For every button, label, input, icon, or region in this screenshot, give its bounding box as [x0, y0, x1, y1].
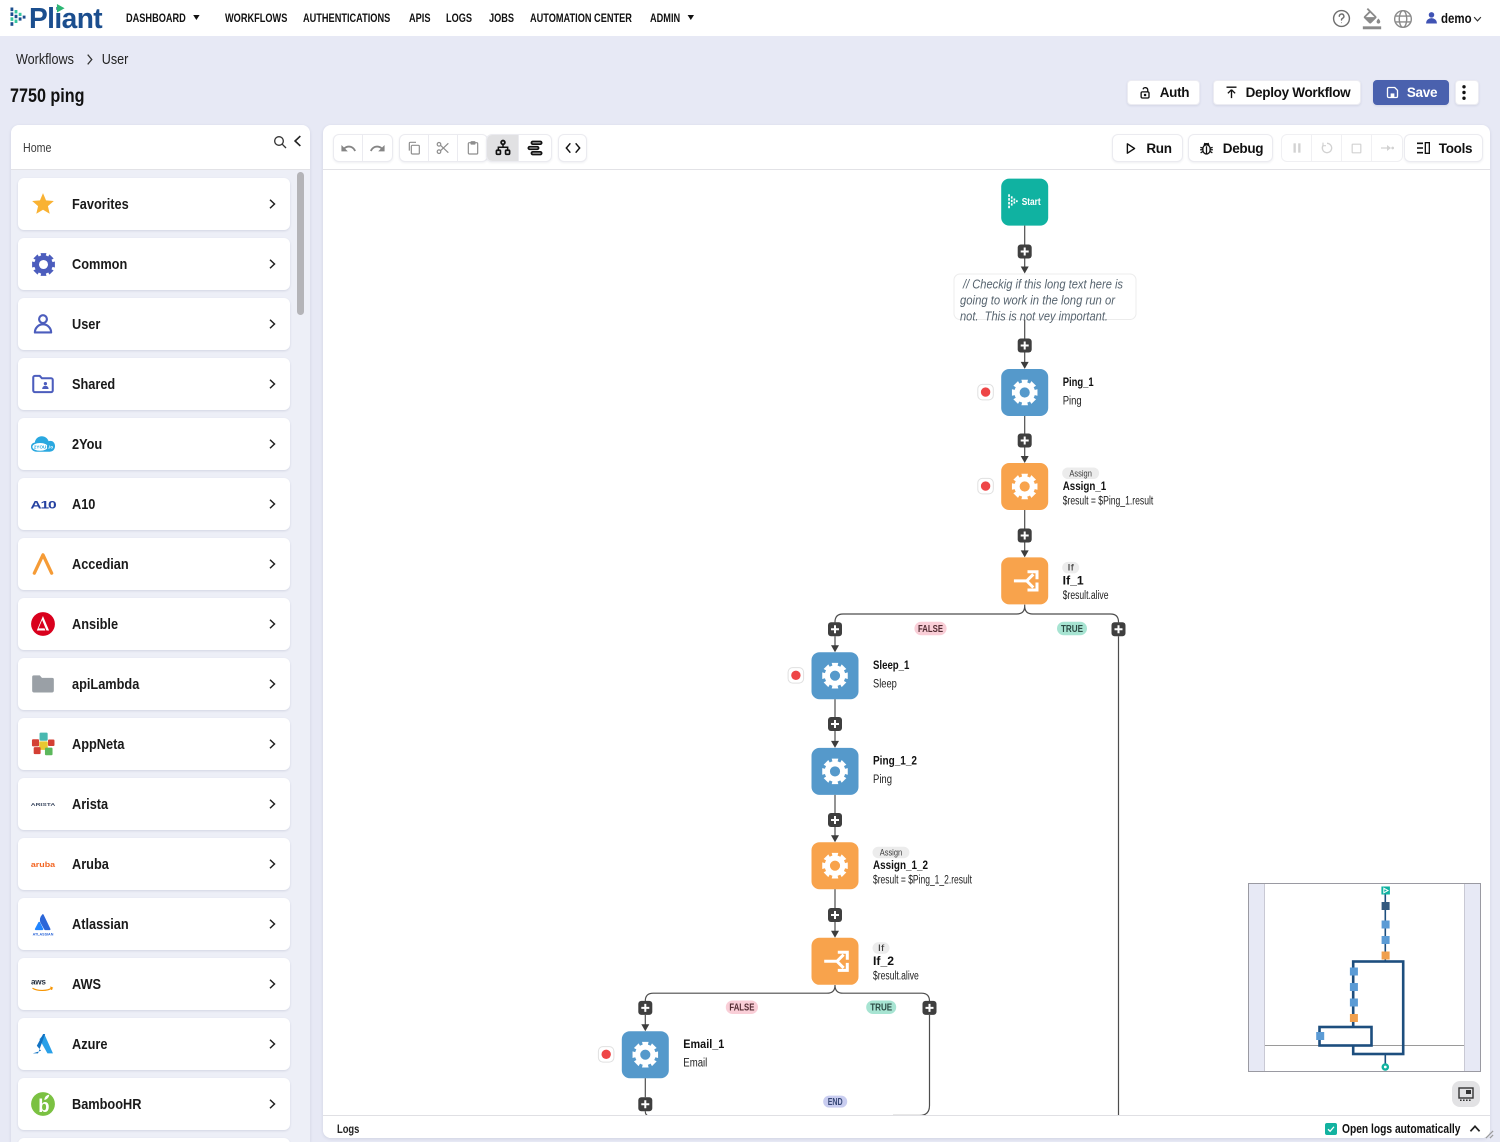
svg-text:If: If — [1067, 563, 1074, 574]
svg-text:not. This is not vey importan: not. This is not vey important. — [960, 310, 1108, 324]
svg-text:$result.alive: $result.alive — [873, 970, 919, 982]
svg-text:b: b — [38, 1095, 49, 1116]
svg-text:Ping_1: Ping_1 — [1063, 377, 1094, 389]
svg-text:ATLASSIAN: ATLASSIAN — [33, 932, 54, 936]
svg-text:Sleep: Sleep — [873, 679, 897, 691]
svg-text:$result = $Ping_1_2.result: $result = $Ping_1_2.result — [873, 875, 973, 887]
svg-text:Email: Email — [683, 1058, 707, 1070]
svg-text:Ping_1_2: Ping_1_2 — [873, 756, 917, 768]
svg-text:$result = $Ping_1.result: $result = $Ping_1.result — [1063, 496, 1154, 508]
svg-text:Assign: Assign — [1069, 468, 1092, 479]
svg-text:aruba: aruba — [31, 860, 56, 869]
svg-text:$result.alive: $result.alive — [1063, 590, 1109, 602]
svg-text:aws: aws — [31, 977, 46, 986]
svg-text:END: END — [828, 1096, 843, 1108]
svg-text:If_2: If_2 — [873, 956, 894, 968]
svg-text:Assign_1: Assign_1 — [1063, 481, 1107, 493]
svg-text:Ping: Ping — [1063, 395, 1082, 407]
svg-text:ARISTA: ARISTA — [31, 802, 56, 807]
svg-text:TRUE: TRUE — [1061, 623, 1083, 635]
svg-text:// Checkig if this long text h: // Checkig if this long text here is — [962, 278, 1123, 292]
svg-text:.io: .io — [48, 445, 53, 450]
svg-text:going to work in the long run: going to work in the long run or — [960, 294, 1116, 308]
svg-text:2YOU: 2YOU — [34, 445, 47, 450]
svg-text:Assign_1_2: Assign_1_2 — [873, 860, 928, 872]
svg-text:FALSE: FALSE — [729, 1002, 754, 1014]
svg-text:If_1: If_1 — [1063, 575, 1085, 587]
svg-text:A10: A10 — [30, 499, 56, 511]
svg-text:Start: Start — [1022, 197, 1042, 208]
svg-text:Ping: Ping — [873, 774, 892, 786]
svg-text:Email_1: Email_1 — [683, 1039, 725, 1051]
svg-text:If: If — [878, 943, 885, 954]
svg-text:Assign: Assign — [880, 848, 903, 859]
svg-text:FALSE: FALSE — [918, 623, 943, 635]
svg-text:Sleep_1: Sleep_1 — [873, 660, 910, 672]
svg-text:TRUE: TRUE — [870, 1002, 892, 1014]
